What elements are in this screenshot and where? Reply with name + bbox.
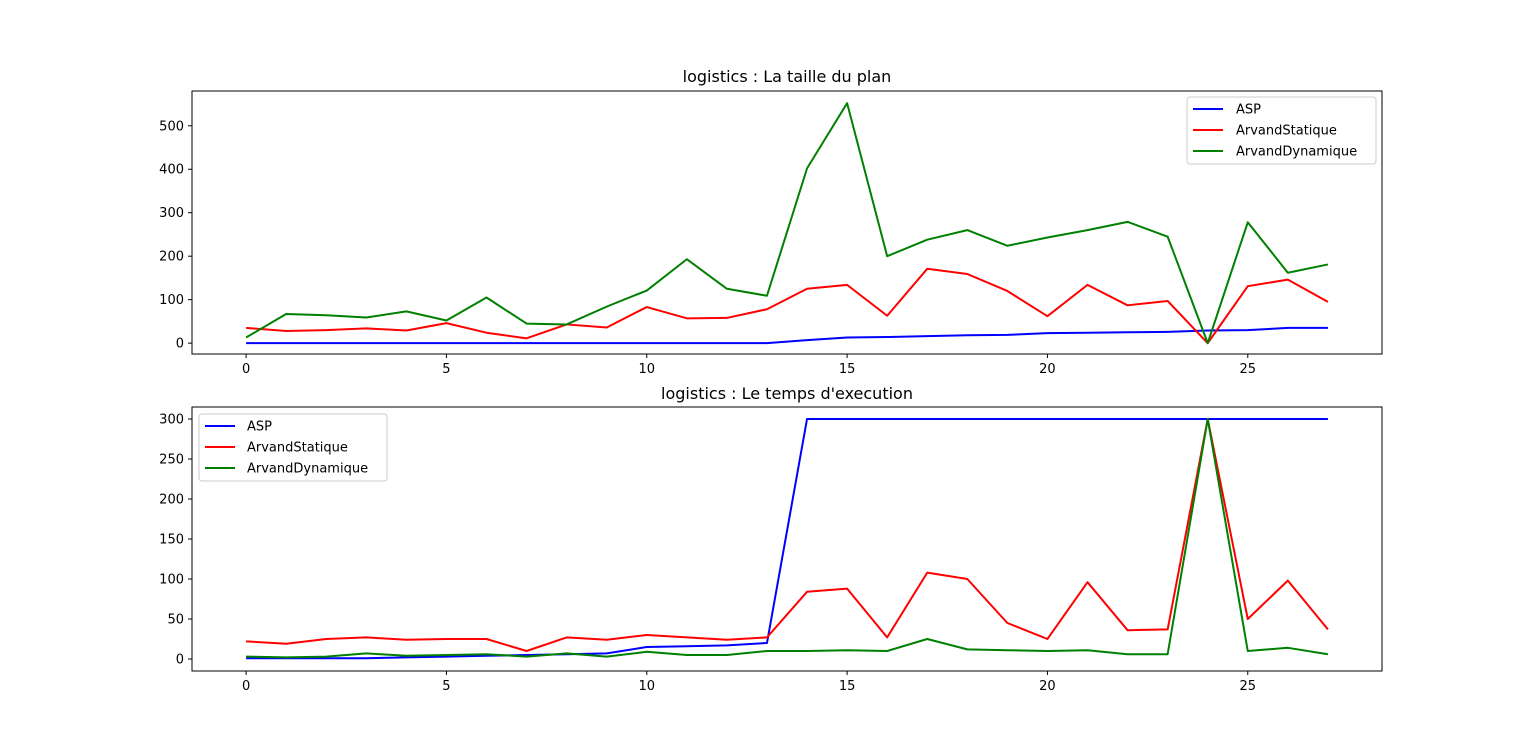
legend-box: [1186, 96, 1377, 165]
series-line-arvandstatique: [246, 418, 1329, 652]
x-tick-label: 0: [242, 679, 250, 694]
x-tick-label: 15: [839, 362, 856, 377]
y-tick-label: 200: [159, 250, 184, 265]
plot-frame: [191, 90, 1383, 355]
series-line-arvanddynamique: [245, 102, 1329, 345]
chart-title: logistics : Le temps d'execution: [661, 384, 913, 403]
plot-frame: [191, 406, 1383, 672]
legend-label-arvand-statique: ArvandStatique: [1236, 124, 1337, 139]
y-tick-label: 100: [159, 573, 184, 588]
legend-label-arvand-statique: ArvandStatique: [247, 441, 348, 456]
y-tick-label: 0: [176, 337, 184, 352]
y-tick-label: 500: [159, 119, 184, 134]
y-tick-label: 400: [159, 163, 184, 178]
y-tick-label: 50: [167, 613, 184, 628]
x-tick-label: 10: [638, 362, 655, 377]
y-tick-label: 150: [159, 533, 184, 548]
legend-label-arvand-dynamique: ArvandDynamique: [247, 462, 368, 477]
chart-marks: 0 5 10 15 20 25 0 100 200 300 400 500: [159, 102, 1329, 377]
series-line-asp: [246, 326, 1328, 345]
plot-plan-size: logistics : La taille du plan 0 5 10 15 20 25…: [159, 67, 1383, 377]
x-tick-label: 15: [839, 679, 856, 694]
legend-box: [198, 413, 388, 482]
x-tick-label: 20: [1039, 679, 1056, 694]
y-tick-label: 300: [159, 413, 184, 428]
x-tick-label: 0: [242, 362, 250, 377]
y-tick-label: 200: [159, 493, 184, 508]
legend-label-arvand-dynamique: ArvandDynamique: [1236, 145, 1357, 160]
plot-execution-time: logistics : Le temps d'execution 0 5 10 15 2…: [159, 384, 1383, 694]
x-tick-label: 25: [1240, 362, 1257, 377]
legend: ASP ArvandStatique ArvandDynamique: [198, 413, 388, 482]
x-tick-label: 10: [638, 679, 655, 694]
y-tick-label: 100: [159, 293, 184, 308]
x-tick-label: 25: [1240, 679, 1257, 694]
chart-title: logistics : La taille du plan: [683, 67, 892, 86]
series-line-asp: [246, 418, 1328, 660]
x-tick-label: 20: [1039, 362, 1056, 377]
series-line-arvandstatique: [246, 267, 1329, 345]
series-line-arvanddynamique: [246, 418, 1329, 659]
x-tick-label: 5: [442, 362, 450, 377]
y-tick-label: 300: [159, 206, 184, 221]
y-tick-label: 0: [176, 653, 184, 668]
legend-label-asp: ASP: [247, 420, 272, 435]
legend-label-asp: ASP: [1236, 103, 1261, 118]
legend: ASP ArvandStatique ArvandDynamique: [1186, 96, 1377, 165]
x-tick-label: 5: [442, 679, 450, 694]
y-tick-label: 250: [159, 453, 184, 468]
